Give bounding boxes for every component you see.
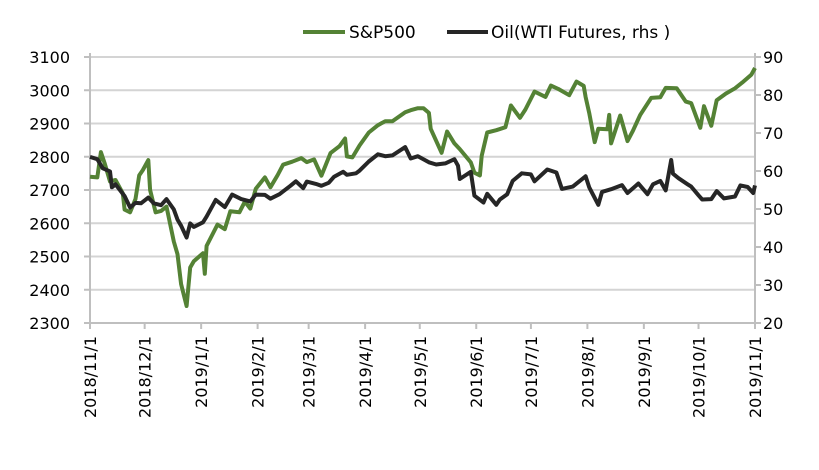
left-axis-tick-label: 2500 <box>29 248 70 267</box>
right-axis-tick-label: 20 <box>763 314 783 333</box>
left-axis-tick-label: 3100 <box>29 48 70 67</box>
left-axis-tick-label: 2400 <box>29 281 70 300</box>
legend: S&P500 Oil(WTI Futures, rhs ) <box>303 23 670 43</box>
x-axis-tick-label: 2019/5/1 <box>411 336 430 408</box>
left-axis-tick-label: 2900 <box>29 115 70 134</box>
right-axis-tick-label: 40 <box>763 238 783 257</box>
x-axis-tick-label: 2018/12/1 <box>136 336 155 418</box>
x-axis-tick-label: 2019/4/1 <box>356 336 375 408</box>
x-axis-tick-label: 2019/3/1 <box>300 336 319 408</box>
x-axis-tick-label: 2019/7/1 <box>522 336 541 408</box>
right-axis-tick-label: 90 <box>763 48 783 67</box>
left-axis-tick-label: 2300 <box>29 314 70 333</box>
legend-label-sp500: S&P500 <box>349 23 416 43</box>
x-axis-tick-label: 2019/2/1 <box>249 336 268 408</box>
right-axis-tick-label: 30 <box>763 276 783 295</box>
axes: 2300 2400 2500 2600 2700 2800 2900 3000 3100 20 30… <box>29 48 783 418</box>
series-lines <box>89 67 757 308</box>
sp500-line <box>89 67 757 308</box>
left-axis-tick-label: 3000 <box>29 81 70 100</box>
x-axis-tick-label: 2018/11/1 <box>81 336 100 418</box>
right-axis-tick-label: 70 <box>763 124 783 143</box>
right-axis-tick-label: 80 <box>763 86 783 105</box>
legend-label-oil: Oil(WTI Futures, rhs ) <box>491 23 670 43</box>
x-axis-tick-label: 2019/6/1 <box>467 336 486 408</box>
x-axis-tick-label: 2019/8/1 <box>578 336 597 408</box>
right-axis-tick-label: 50 <box>763 200 783 219</box>
right-axis-tick-label: 60 <box>763 162 783 181</box>
left-axis-tick-label: 2800 <box>29 148 70 167</box>
left-axis-tick-label: 2700 <box>29 181 70 200</box>
x-axis-tick-label: 2019/11/1 <box>746 336 765 418</box>
left-axis-tick-label: 2600 <box>29 214 70 233</box>
x-axis-tick-label: 2019/9/1 <box>635 336 654 408</box>
oil-line <box>89 145 757 240</box>
x-axis-tick-label: 2019/1/1 <box>192 336 211 408</box>
x-axis-tick-label: 2019/10/1 <box>690 336 709 418</box>
gridlines <box>90 56 755 291</box>
